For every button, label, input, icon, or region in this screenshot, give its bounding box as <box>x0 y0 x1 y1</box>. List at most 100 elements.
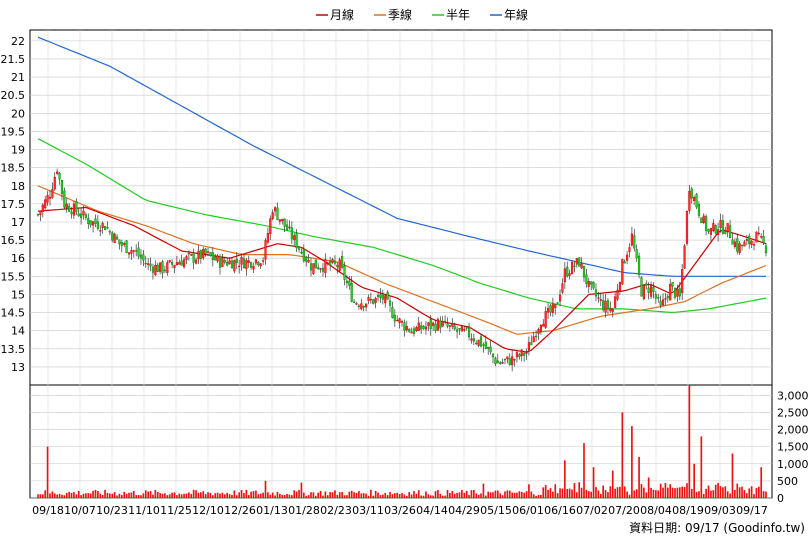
volume-bar <box>736 483 739 498</box>
volume-bar <box>468 494 470 498</box>
candle-body <box>611 308 614 312</box>
volume-bar <box>674 488 676 498</box>
candle-body <box>602 299 605 311</box>
candle-body <box>726 223 729 232</box>
volume-bar <box>494 490 497 498</box>
candle-body <box>661 299 665 306</box>
legend-label-3: 年線 <box>504 7 528 22</box>
candle-body <box>367 297 370 301</box>
volume-bar <box>760 467 763 498</box>
candle-body <box>618 282 622 292</box>
candle-body <box>156 264 159 272</box>
volume-bar <box>161 493 164 498</box>
date-tick-label: 04/14 <box>416 504 448 517</box>
candle-body <box>736 238 739 252</box>
volume-bar <box>147 491 149 498</box>
date-tick-label: 09/17 <box>736 504 768 517</box>
candle-body <box>637 255 641 275</box>
volume-bar <box>465 490 468 498</box>
candle-body <box>204 248 207 255</box>
volume-bar <box>750 486 753 498</box>
volume-bar <box>46 446 49 498</box>
volume-bar <box>312 492 315 498</box>
volume-bar <box>185 493 188 498</box>
candle-body <box>178 262 181 265</box>
volume-bar <box>575 492 578 498</box>
candle-body <box>448 325 451 327</box>
volume-bar <box>207 492 209 498</box>
candle-body <box>506 356 509 360</box>
volume-bar <box>291 495 293 498</box>
candle-body <box>503 358 507 361</box>
volume-bar <box>231 495 233 498</box>
candle-body <box>434 323 437 331</box>
candle-body <box>329 260 332 266</box>
candle-body <box>472 338 475 342</box>
volume-bar <box>65 492 68 498</box>
volume-bar <box>463 492 466 498</box>
candle-body <box>345 280 349 284</box>
volume-bar <box>255 490 257 498</box>
candle-body <box>669 283 672 301</box>
candle-body <box>51 189 54 198</box>
volume-bar <box>432 495 434 498</box>
volume-bar <box>104 489 106 498</box>
volume-bar <box>549 488 552 498</box>
volume-bar <box>85 493 87 498</box>
volume-bar <box>659 483 662 498</box>
volume-bar <box>482 483 485 498</box>
candle-body <box>364 303 368 308</box>
volume-bar <box>130 492 133 498</box>
candle-body <box>58 172 61 180</box>
date-tick-label: 10/23 <box>96 504 128 517</box>
volume-bar <box>499 493 502 498</box>
candle-body <box>578 257 581 267</box>
volume-bar <box>281 494 284 498</box>
volume-bar <box>180 494 183 498</box>
volume-bar <box>362 493 365 498</box>
candle-body <box>113 233 116 244</box>
candle-body <box>549 305 552 313</box>
volume-bar <box>382 494 384 498</box>
volume-bar <box>690 488 693 498</box>
candle-body <box>570 262 574 275</box>
candle-body <box>594 289 598 297</box>
price-tick-label: 21.5 <box>1 53 26 66</box>
candle-body <box>257 261 260 265</box>
candle-body <box>379 294 382 298</box>
candle-body <box>738 243 741 253</box>
volume-bar <box>317 492 320 498</box>
date-tick-label: 11/10 <box>128 504 160 517</box>
price-tick-label: 19 <box>11 144 25 157</box>
date-tick-label: 04/29 <box>448 504 480 517</box>
volume-bar <box>441 495 444 498</box>
candle-body <box>568 273 571 276</box>
volume-bar <box>722 487 724 498</box>
candle-body <box>690 188 693 199</box>
legend-label-0: 月線 <box>330 7 354 22</box>
volume-bar <box>597 490 600 498</box>
candle-body <box>673 287 677 298</box>
candle-body <box>475 342 478 345</box>
candle-body <box>350 283 353 302</box>
candle-body <box>218 256 222 268</box>
volume-bar <box>372 495 375 498</box>
volume-bar <box>580 487 583 498</box>
candle-body <box>453 325 456 330</box>
volume-bar <box>573 483 576 498</box>
volume-tick-label: 1,000 <box>777 458 808 471</box>
volume-bar <box>664 483 667 498</box>
source-note: 資料日期: 09/17 (Goodinfo.tw) <box>629 521 805 535</box>
volume-bar <box>360 493 363 498</box>
volume-bar <box>288 494 291 498</box>
date-tick-label: 12/26 <box>224 504 256 517</box>
volume-bar <box>578 482 581 498</box>
volume-bar <box>683 487 686 498</box>
volume-bar <box>367 495 370 498</box>
candle-body <box>288 226 291 229</box>
volume-bar <box>75 494 78 498</box>
price-tick-label: 18 <box>11 180 25 193</box>
volume-bar <box>566 488 569 498</box>
candle-body <box>705 216 708 231</box>
candle-body <box>700 217 703 224</box>
